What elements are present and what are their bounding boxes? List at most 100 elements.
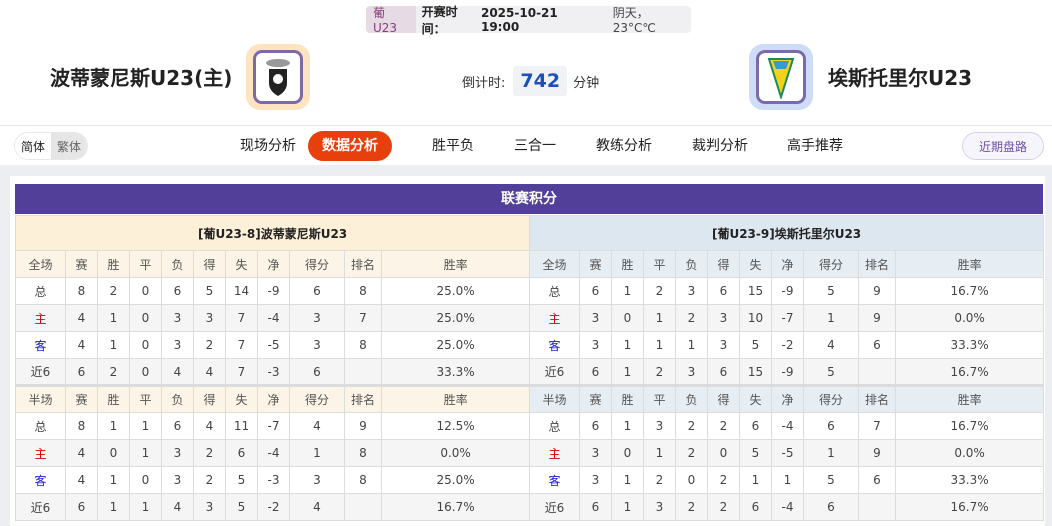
traditional-option[interactable]: 繁体 bbox=[51, 133, 88, 159]
simplified-option[interactable]: 简体 bbox=[15, 133, 52, 159]
stat-cell: 6 bbox=[707, 277, 740, 305]
stat-cell: 2 bbox=[193, 331, 226, 359]
table-row: 近6 6 1 1 4 3 5 -2 4 16.7% bbox=[15, 493, 531, 521]
stat-cell: -4 bbox=[771, 493, 804, 521]
column-header: 赛 bbox=[65, 384, 98, 413]
stat-cell: 15 bbox=[739, 277, 772, 305]
half-header-row: 半场赛胜平负得失净得分 排名 胜率 bbox=[15, 384, 531, 413]
table-row: 主 3 0 1 2 3 10 -7 1 9 0.0% bbox=[529, 304, 1045, 332]
stat-cell: 2 bbox=[97, 358, 130, 386]
recent-trend-button[interactable]: 近期盘路 bbox=[962, 132, 1044, 160]
stat-cell: -7 bbox=[771, 304, 804, 332]
stat-cell: 5 bbox=[225, 466, 258, 494]
stat-cell: 1 bbox=[675, 331, 708, 359]
column-header: 净 bbox=[257, 250, 290, 278]
stat-cell: 1 bbox=[611, 493, 644, 521]
stat-cell: 7 bbox=[225, 304, 258, 332]
stat-cell: 2 bbox=[675, 304, 708, 332]
column-header: 负 bbox=[675, 250, 708, 278]
section-title: 联赛积分 bbox=[15, 184, 1043, 214]
stat-cell: 1 bbox=[97, 412, 130, 440]
stat-cell: 1 bbox=[129, 412, 162, 440]
stat-cell: 3 bbox=[579, 466, 612, 494]
stat-cell: 9 bbox=[858, 304, 896, 332]
stat-cell: 0 bbox=[129, 466, 162, 494]
row-label: 近6 bbox=[15, 493, 66, 521]
stat-cell: 6 bbox=[161, 277, 194, 305]
stat-cell: 1 bbox=[611, 358, 644, 386]
column-header: 失 bbox=[225, 384, 258, 413]
stat-cell: -3 bbox=[257, 466, 290, 494]
stat-cell: 7 bbox=[225, 331, 258, 359]
stat-cell: 12.5% bbox=[380, 412, 531, 440]
tab-6[interactable]: 高手推荐 bbox=[787, 138, 843, 154]
analysis-tabs: 现场分析 数据分析 胜平负 三合一 教练分析 裁判分析 高手推荐 bbox=[0, 131, 1052, 161]
tab-5[interactable]: 裁判分析 bbox=[692, 138, 748, 154]
column-header: 胜 bbox=[611, 384, 644, 413]
stat-cell: 16.7% bbox=[894, 493, 1045, 521]
stat-cell: 15 bbox=[739, 358, 772, 386]
tab-1[interactable]: 数据分析 bbox=[308, 131, 392, 161]
column-header: 净 bbox=[771, 384, 804, 413]
stat-cell: 4 bbox=[65, 304, 98, 332]
stat-cell bbox=[858, 493, 896, 521]
stat-cell: 3 bbox=[643, 412, 676, 440]
column-header: 胜率 bbox=[380, 384, 531, 413]
home-team-logo[interactable] bbox=[246, 44, 310, 110]
countdown: 倒计时: 742 分钟 bbox=[462, 66, 599, 96]
stat-cell: 0 bbox=[129, 304, 162, 332]
league-badge[interactable]: 葡U23 bbox=[366, 6, 416, 35]
stat-cell: 25.0% bbox=[380, 277, 531, 305]
stat-cell: 0 bbox=[97, 439, 130, 467]
table-row: 总 6 1 2 3 6 15 -9 5 9 16.7% bbox=[529, 277, 1045, 305]
stat-cell: 1 bbox=[643, 439, 676, 467]
stat-cell: 0 bbox=[675, 466, 708, 494]
home-team-name[interactable]: 波蒂蒙尼斯U23(主) bbox=[50, 66, 233, 90]
stat-cell: 5 bbox=[803, 358, 859, 386]
stat-cell: 2 bbox=[193, 439, 226, 467]
row-label: 主 bbox=[15, 439, 66, 467]
stat-cell: 3 bbox=[289, 466, 345, 494]
stat-cell: -9 bbox=[771, 358, 804, 386]
stat-cell: 6 bbox=[65, 493, 98, 521]
stat-cell: 25.0% bbox=[380, 466, 531, 494]
column-header: 赛 bbox=[579, 250, 612, 278]
weather: 阴天，23°C℃ bbox=[612, 6, 656, 35]
column-header: 平 bbox=[129, 250, 162, 278]
stat-cell: 1 bbox=[97, 493, 130, 521]
tab-0[interactable]: 现场分析 bbox=[240, 138, 296, 154]
stat-cell: 2 bbox=[675, 493, 708, 521]
table-row: 主 3 0 1 2 0 5 -5 1 9 0.0% bbox=[529, 439, 1045, 467]
full-label: 全场 bbox=[15, 250, 66, 278]
tab-4[interactable]: 教练分析 bbox=[596, 138, 652, 154]
stat-cell: 1 bbox=[803, 439, 859, 467]
away-team-name[interactable]: 埃斯托里尔U23 bbox=[828, 66, 973, 90]
away-team-logo[interactable] bbox=[749, 44, 813, 110]
stat-cell: 4 bbox=[289, 412, 345, 440]
stat-cell: 1 bbox=[739, 466, 772, 494]
stat-cell: 2 bbox=[643, 358, 676, 386]
stat-cell bbox=[344, 358, 382, 386]
stat-cell: 4 bbox=[193, 358, 226, 386]
stat-cell: 0 bbox=[129, 331, 162, 359]
stat-cell: 3 bbox=[289, 304, 345, 332]
stat-cell: 8 bbox=[65, 412, 98, 440]
stat-cell: 6 bbox=[858, 466, 896, 494]
stat-cell: 3 bbox=[707, 304, 740, 332]
tab-2[interactable]: 胜平负 bbox=[432, 138, 474, 154]
stat-cell: 5 bbox=[739, 331, 772, 359]
language-toggle[interactable]: 简体 繁体 bbox=[14, 132, 89, 160]
stat-cell: 1 bbox=[643, 304, 676, 332]
stat-cell: -9 bbox=[771, 277, 804, 305]
table-row: 客 3 1 1 1 3 5 -2 4 6 33.3% bbox=[529, 331, 1045, 359]
stat-cell: 0 bbox=[129, 358, 162, 386]
stat-cell: 0.0% bbox=[894, 439, 1045, 467]
column-header: 得 bbox=[193, 384, 226, 413]
stat-cell bbox=[344, 493, 382, 521]
table-row: 总 8 1 1 6 4 11 -7 4 9 12.5% bbox=[15, 412, 531, 440]
stat-cell: 4 bbox=[65, 466, 98, 494]
away-standings-table: [葡U23-9]埃斯托里尔U23 全场赛胜平负得失净得分 排名 胜率总 6 1 2 3 6 15-… bbox=[528, 215, 1045, 521]
stat-cell: 0 bbox=[611, 439, 644, 467]
tab-3[interactable]: 三合一 bbox=[514, 138, 556, 154]
stat-cell: -5 bbox=[771, 439, 804, 467]
